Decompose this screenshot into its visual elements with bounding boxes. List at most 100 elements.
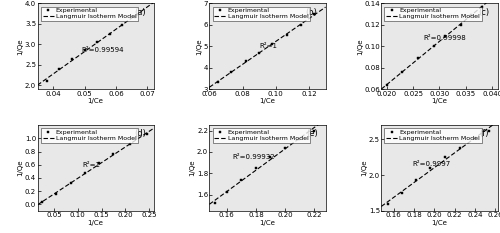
Langmuir Isotherm Model [140, 134, 146, 136]
Langmuir Isotherm Model [383, 202, 389, 204]
Langmuir Isotherm Model [410, 182, 416, 185]
Experimental [238, 178, 244, 181]
X-axis label: 1/Ce: 1/Ce [432, 220, 448, 226]
Langmuir Isotherm Model [484, 127, 490, 130]
Langmuir Isotherm Model [39, 80, 45, 83]
X-axis label: 1/Ce: 1/Ce [260, 220, 276, 226]
Experimental [94, 41, 100, 44]
Experimental [243, 60, 249, 63]
Experimental [82, 49, 87, 52]
Langmuir Isotherm Model [214, 198, 220, 201]
Experimental [427, 167, 433, 169]
Langmuir Isotherm Model [484, 0, 490, 3]
Text: (f): (f) [479, 130, 488, 138]
Langmuir Isotherm Model [378, 205, 384, 208]
Experimental [120, 24, 126, 27]
Experimental [68, 182, 73, 185]
Experimental [472, 137, 478, 139]
Langmuir Isotherm Model [206, 203, 212, 206]
Experimental [82, 171, 88, 174]
Langmuir Isotherm Model [56, 68, 62, 71]
Line: Langmuir Isotherm Model: Langmuir Isotherm Model [382, 0, 498, 89]
Langmuir Isotherm Model [66, 183, 71, 186]
Experimental [282, 146, 288, 149]
Langmuir Isotherm Model [34, 84, 40, 86]
Line: Langmuir Isotherm Model: Langmuir Isotherm Model [210, 119, 326, 204]
Experimental [298, 24, 304, 26]
Experimental [416, 57, 422, 59]
Experimental [458, 24, 464, 26]
Text: R²=1: R²=1 [259, 43, 277, 49]
Experimental [270, 43, 276, 46]
Text: (c): (c) [478, 8, 489, 17]
Experimental [96, 162, 102, 165]
Langmuir Isotherm Model [386, 82, 392, 85]
Langmuir Isotherm Model [410, 62, 416, 65]
Experimental [468, 14, 474, 17]
Langmuir Isotherm Model [150, 1, 156, 4]
Langmuir Isotherm Model [494, 120, 500, 123]
Langmuir Isotherm Model [316, 10, 322, 13]
Langmuir Isotherm Model [322, 118, 328, 121]
Text: R²=0.99932: R²=0.99932 [232, 154, 276, 160]
Experimental [110, 153, 116, 156]
Experimental [413, 179, 419, 182]
Line: Experimental: Experimental [387, 130, 490, 205]
Line: Langmuir Isotherm Model: Langmuir Isotherm Model [38, 2, 154, 85]
Langmuir Isotherm Model [145, 5, 151, 8]
Legend: Experimental, Langmuir Isotherm Model: Experimental, Langmuir Isotherm Model [40, 7, 138, 21]
Experimental [457, 147, 463, 149]
Text: (d): (d) [134, 130, 145, 138]
Langmuir Isotherm Model [400, 189, 406, 192]
Experimental [144, 133, 150, 136]
Langmuir Isotherm Model [238, 180, 244, 183]
Experimental [39, 200, 45, 203]
Experimental [311, 129, 317, 132]
Line: Langmuir Isotherm Model: Langmuir Isotherm Model [210, 7, 326, 87]
Langmuir Isotherm Model [228, 71, 234, 74]
Legend: Experimental, Langmuir Isotherm Model: Experimental, Langmuir Isotherm Model [384, 7, 482, 21]
Langmuir Isotherm Model [56, 189, 62, 192]
Langmuir Isotherm Model [488, 124, 494, 127]
Langmuir Isotherm Model [386, 200, 392, 203]
X-axis label: 1/Ce: 1/Ce [260, 98, 276, 104]
Text: (b): (b) [306, 8, 318, 17]
Experimental [56, 67, 62, 70]
Text: R²=0.9997: R²=0.9997 [412, 161, 450, 168]
Experimental [106, 33, 112, 35]
Text: R²=1: R²=1 [82, 162, 100, 168]
Experimental [398, 192, 404, 194]
Text: (e): (e) [306, 130, 318, 138]
Langmuir Isotherm Model [400, 70, 406, 73]
Line: Experimental: Experimental [216, 12, 316, 83]
Experimental [214, 80, 220, 83]
X-axis label: 1/Ce: 1/Ce [432, 98, 448, 104]
Legend: Experimental, Langmuir Isotherm Model: Experimental, Langmuir Isotherm Model [212, 7, 310, 21]
Experimental [442, 34, 448, 37]
Experimental [228, 71, 234, 73]
Text: R²=0.99594: R²=0.99594 [82, 48, 124, 53]
Experimental [224, 190, 230, 193]
Experimental [212, 202, 218, 205]
Experimental [268, 156, 274, 159]
Langmuir Isotherm Model [66, 62, 71, 65]
Line: Langmuir Isotherm Model: Langmuir Isotherm Model [382, 122, 498, 206]
Experimental [127, 142, 133, 145]
Legend: Experimental, Langmuir Isotherm Model: Experimental, Langmuir Isotherm Model [212, 128, 310, 143]
Experimental [431, 45, 437, 48]
Langmuir Isotherm Model [383, 84, 389, 87]
Langmuir Isotherm Model [211, 199, 217, 202]
Langmuir Isotherm Model [140, 8, 146, 11]
Experimental [386, 202, 392, 205]
Line: Experimental: Experimental [46, 15, 136, 82]
Experimental [296, 138, 302, 140]
Line: Langmuir Isotherm Model: Langmuir Isotherm Model [38, 128, 154, 205]
Experimental [132, 15, 138, 18]
Experimental [384, 83, 390, 86]
Experimental [256, 51, 262, 54]
Experimental [69, 57, 75, 60]
Line: Experimental: Experimental [41, 133, 148, 203]
Y-axis label: 1/Qe: 1/Qe [357, 38, 363, 55]
Langmuir Isotherm Model [206, 86, 212, 89]
Y-axis label: 1/Qe: 1/Qe [18, 160, 24, 176]
